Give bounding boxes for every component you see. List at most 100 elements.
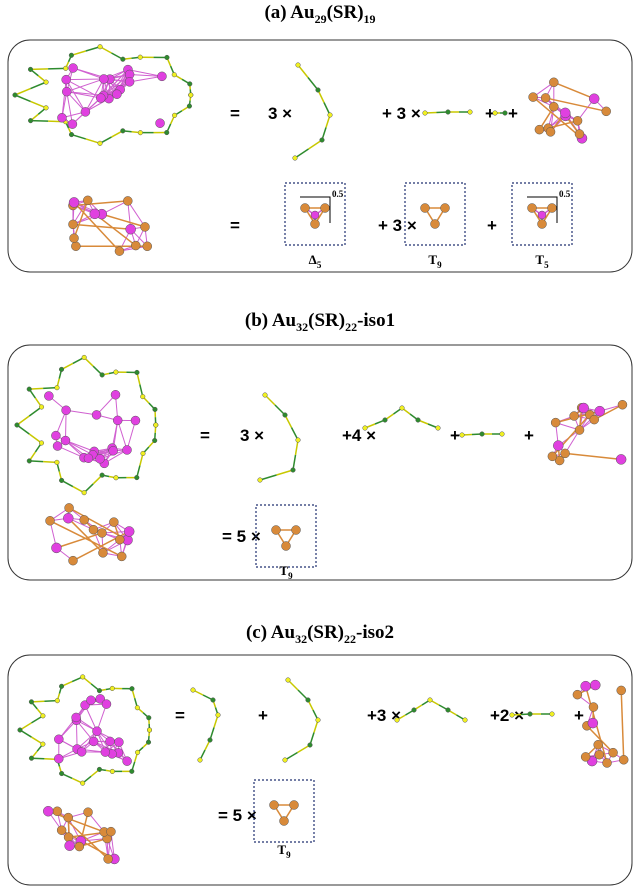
atom: [61, 436, 70, 445]
atom: [28, 67, 33, 72]
motif-label: Δ5: [309, 252, 322, 270]
title-label: (b) Au: [245, 310, 297, 331]
atom: [157, 72, 166, 81]
atom: [27, 387, 32, 392]
atom: [104, 854, 113, 863]
atom: [140, 222, 149, 231]
atom: [152, 438, 157, 443]
atom: [141, 451, 146, 456]
atom: [153, 407, 158, 412]
atom: [109, 446, 118, 455]
equation-term: =: [230, 216, 240, 235]
atom: [131, 241, 140, 250]
atom: [423, 111, 428, 116]
atom: [416, 418, 421, 423]
motif-label: T9: [279, 563, 293, 581]
atom: [573, 116, 582, 125]
title-sub: 32: [295, 632, 307, 646]
atom: [140, 394, 145, 399]
atom: [609, 748, 618, 757]
atom: [436, 426, 441, 431]
atom: [528, 204, 537, 213]
equation-term: +: [508, 104, 518, 123]
equation-term: 3 ×: [268, 104, 292, 123]
atom: [84, 808, 93, 817]
atom: [55, 385, 60, 390]
atom: [191, 688, 196, 693]
atom: [82, 490, 87, 495]
atom: [41, 714, 46, 719]
atom: [98, 141, 103, 146]
atom: [428, 698, 433, 703]
atom: [70, 234, 79, 243]
atom: [55, 698, 60, 703]
atom: [135, 750, 140, 755]
atom: [59, 367, 64, 372]
atom: [44, 391, 53, 400]
atom: [71, 242, 80, 251]
atom: [64, 833, 73, 842]
atom: [80, 781, 85, 786]
atom: [114, 475, 119, 480]
equation-term: +: [450, 426, 460, 445]
atom: [69, 132, 74, 137]
atom: [96, 454, 105, 463]
atom: [595, 750, 604, 759]
atom: [208, 738, 213, 743]
bond: [565, 453, 621, 459]
atom: [101, 748, 110, 757]
atom: [146, 740, 151, 745]
title-suffix: -iso2: [356, 622, 394, 643]
atom: [441, 204, 450, 213]
atom: [549, 102, 558, 111]
atom: [123, 445, 132, 454]
title-sub: 22: [345, 320, 357, 334]
equation-term: = 5 ×: [222, 527, 261, 546]
atom: [573, 690, 582, 699]
atom: [187, 82, 192, 87]
atom: [548, 452, 557, 461]
equation-term: =: [200, 426, 210, 445]
atom: [296, 438, 301, 443]
atom: [54, 754, 63, 763]
atom: [97, 528, 106, 537]
atom: [575, 426, 584, 435]
atom: [89, 737, 98, 746]
atom: [72, 713, 81, 722]
atom: [412, 708, 417, 713]
atom: [603, 758, 612, 767]
atom: [270, 801, 279, 810]
atom: [211, 698, 216, 703]
equation-term: =: [230, 104, 240, 123]
atom: [308, 743, 313, 748]
equation-term: + 3 ×: [378, 216, 417, 235]
atom: [92, 410, 101, 419]
atom: [121, 129, 126, 134]
atom: [51, 431, 60, 440]
atom: [538, 220, 547, 229]
scale-note: 0.5: [559, 189, 571, 199]
atom: [616, 454, 626, 464]
atom: [59, 478, 64, 483]
atom: [117, 552, 126, 561]
atom: [82, 355, 87, 360]
atom: [548, 204, 557, 213]
atom: [135, 370, 140, 375]
motif-sub: 5: [544, 260, 549, 270]
equation-term: +4 ×: [342, 426, 376, 445]
atom: [590, 680, 600, 690]
atom: [153, 423, 158, 428]
title-sub: 22: [344, 632, 356, 646]
atom: [83, 196, 92, 205]
atom: [581, 681, 591, 691]
atom: [321, 204, 330, 213]
atom: [39, 405, 44, 410]
atom: [97, 688, 102, 693]
bond: [31, 121, 48, 122]
atom: [63, 513, 73, 523]
atom: [143, 242, 152, 251]
atom: [59, 684, 64, 689]
atom: [290, 801, 299, 810]
atom: [553, 441, 563, 451]
atom: [123, 757, 132, 766]
